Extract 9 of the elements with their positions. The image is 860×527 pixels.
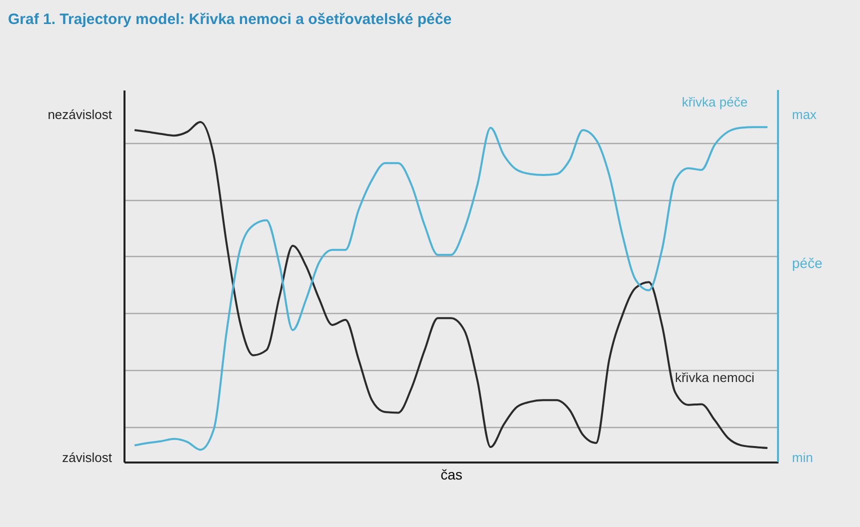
text: závislost (62, 450, 112, 465)
series-label: křivka nemoci (674, 370, 755, 386)
text: max (792, 107, 818, 122)
x-axis-title: čas (440, 466, 462, 482)
chart-title: Graf 1. Trajectory model: Křivka nemoci a ošetřovatelské péče (8, 11, 452, 28)
series-label: křivka péče (682, 94, 748, 110)
text: nezávislost (48, 107, 112, 122)
y2-axis-title: péče (792, 255, 823, 271)
text: min (792, 450, 813, 465)
